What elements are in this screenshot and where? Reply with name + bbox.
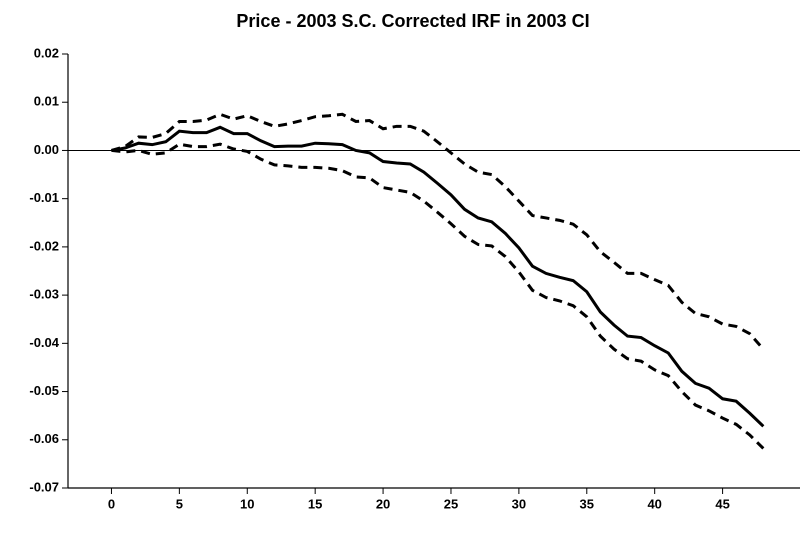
x-tick-label: 35	[580, 496, 594, 511]
x-tick-label: 15	[308, 496, 322, 511]
x-tick-label: 10	[240, 496, 254, 511]
x-tick-label: 30	[512, 496, 526, 511]
y-tick-label: 0.01	[34, 94, 59, 109]
chart-title: Price - 2003 S.C. Corrected IRF in 2003 …	[236, 11, 589, 31]
series-line	[111, 142, 765, 450]
x-tick-label: 20	[376, 496, 390, 511]
series-line	[111, 125, 765, 428]
x-tick-label: 45	[715, 496, 729, 511]
y-tick-label: -0.04	[29, 335, 59, 350]
y-tick-label: -0.07	[29, 479, 59, 494]
y-tick-label: -0.02	[29, 238, 59, 253]
x-tick-label: 5	[176, 496, 183, 511]
y-tick-label: -0.01	[29, 190, 59, 205]
y-tick-label: 0.02	[34, 45, 59, 60]
series-line	[111, 112, 765, 351]
y-tick-label: 0.00	[34, 142, 59, 157]
x-tick-label: 0	[108, 496, 115, 511]
y-tick-label: -0.05	[29, 383, 59, 398]
x-tick-label: 25	[444, 496, 458, 511]
y-tick-label: -0.03	[29, 287, 59, 302]
y-tick-label: -0.06	[29, 431, 59, 446]
x-tick-label: 40	[647, 496, 661, 511]
